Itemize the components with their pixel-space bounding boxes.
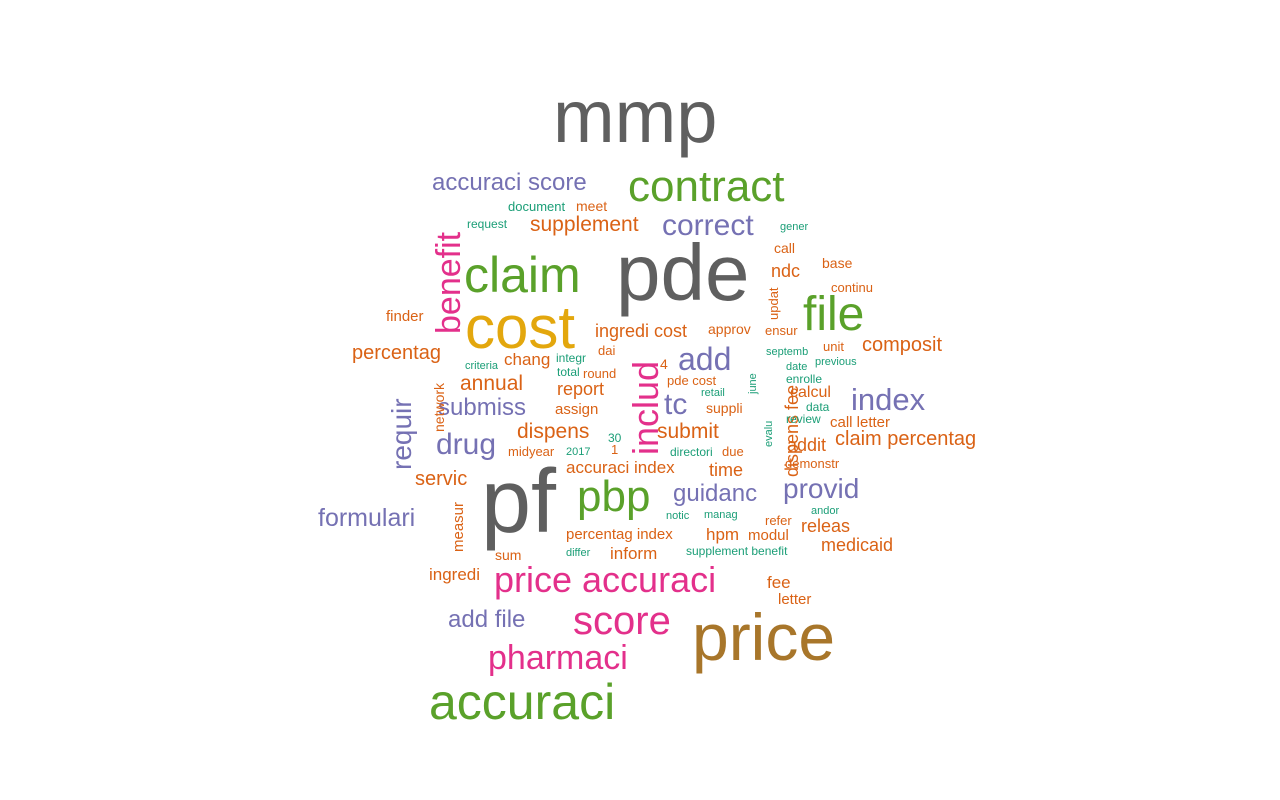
- word-call: call: [774, 240, 796, 256]
- word-add-file: add file: [448, 606, 526, 633]
- word-ensur: ensur: [765, 323, 798, 338]
- word-report: report: [557, 379, 605, 399]
- word-claim-percentag: claim percentag: [835, 428, 977, 450]
- word-approv: approv: [708, 321, 751, 337]
- word-gener: gener: [780, 221, 809, 233]
- word-score: score: [573, 599, 671, 643]
- word-accuraci: accuraci: [429, 674, 616, 730]
- word-network: network: [431, 382, 447, 432]
- word-pbp: pbp: [577, 472, 651, 521]
- word-round: round: [583, 366, 617, 381]
- word-accuraci-index: accuraci index: [566, 458, 675, 477]
- word-midyear: midyear: [508, 444, 555, 459]
- word-modul: modul: [748, 527, 789, 544]
- word-total: total: [557, 365, 580, 379]
- word-supplement: supplement: [530, 213, 639, 236]
- word-ingredi-cost: ingredi cost: [595, 321, 688, 341]
- word-index: index: [851, 382, 926, 417]
- word-dispens: dispens: [517, 420, 590, 443]
- word-cost: cost: [465, 294, 576, 361]
- word-chang: chang: [504, 350, 551, 369]
- word-medicaid: medicaid: [821, 535, 894, 555]
- word-contract: contract: [628, 162, 785, 211]
- word-review: review: [786, 412, 821, 426]
- word-formulari: formulari: [318, 504, 416, 532]
- word-pde: pde: [616, 228, 750, 317]
- word-price: price: [692, 600, 836, 674]
- word-percentag: percentag: [352, 342, 441, 364]
- word-pde-cost: pde cost: [667, 373, 717, 388]
- word-suppli: suppli: [706, 400, 743, 416]
- word-30: 30: [608, 431, 622, 445]
- word-refer: refer: [765, 513, 792, 528]
- word-call-letter: call letter: [830, 414, 891, 431]
- word-time: time: [709, 460, 744, 480]
- word-calcul: calcul: [790, 384, 831, 401]
- word-price-accuraci: price accuraci: [494, 559, 717, 600]
- word-guidanc: guidanc: [673, 480, 758, 507]
- word-releas: releas: [801, 516, 851, 536]
- word-sum: sum: [495, 547, 522, 563]
- word-directori: directori: [670, 445, 713, 459]
- word-differ: differ: [566, 547, 591, 559]
- word-2017: 2017: [566, 446, 591, 458]
- word-addit: addit: [787, 435, 827, 455]
- word-pf: pf: [481, 452, 557, 552]
- word-updat: updat: [766, 287, 781, 320]
- word-accuraci-score: accuraci score: [432, 169, 587, 196]
- word-benefit: benefit: [430, 231, 468, 334]
- word-ndc: ndc: [771, 261, 801, 281]
- word-manag: manag: [704, 509, 738, 521]
- word-inform: inform: [610, 544, 658, 563]
- word-previous: previous: [815, 356, 857, 368]
- word-supplement-benefit: supplement benefit: [686, 544, 788, 558]
- word-letter: letter: [778, 591, 812, 608]
- word-composit: composit: [862, 334, 943, 356]
- word-enrolle: enrolle: [786, 372, 823, 386]
- word-integr: integr: [556, 351, 587, 365]
- word-date: date: [786, 361, 808, 373]
- word-provid: provid: [783, 473, 860, 504]
- word-data: data: [806, 400, 830, 414]
- word-dai: dai: [598, 343, 616, 358]
- word-claim: claim: [464, 247, 581, 303]
- word-base: base: [822, 255, 853, 271]
- word-add: add: [678, 341, 732, 377]
- word-percentag-index: percentag index: [566, 526, 673, 543]
- word-measur: measur: [450, 501, 467, 552]
- word-june: june: [747, 373, 759, 394]
- word-andor: andor: [811, 505, 840, 517]
- word-drug: drug: [436, 428, 497, 461]
- word-ingredi: ingredi: [429, 565, 481, 584]
- word-retail: retail: [701, 387, 725, 399]
- word-criteria: criteria: [465, 360, 499, 372]
- word-notic: notic: [666, 510, 690, 522]
- word-due: due: [722, 444, 744, 459]
- word-4: 4: [660, 356, 668, 372]
- word-annual: annual: [460, 372, 524, 395]
- word-tc: tc: [664, 388, 688, 421]
- word-fee: fee: [767, 573, 791, 592]
- word-file: file: [803, 288, 865, 341]
- word-requir: requir: [386, 398, 417, 470]
- word-submit: submit: [657, 420, 719, 443]
- word-submiss: submiss: [438, 394, 527, 421]
- word-septemb: septemb: [766, 346, 809, 358]
- word-1: 1: [611, 442, 619, 457]
- word-mmp: mmp: [553, 75, 718, 158]
- word-demonstr: demonstr: [785, 456, 840, 471]
- word-request: request: [467, 217, 508, 231]
- word-hpm: hpm: [706, 525, 740, 544]
- word-servic: servic: [415, 468, 468, 490]
- word-pharmaci: pharmaci: [488, 639, 628, 677]
- word-document: document: [508, 199, 566, 214]
- word-unit: unit: [823, 339, 844, 354]
- word-finder: finder: [386, 308, 424, 325]
- word-continu: continu: [831, 280, 873, 295]
- word-meet: meet: [576, 198, 608, 214]
- word-assign: assign: [555, 401, 599, 418]
- word-correct: correct: [662, 209, 754, 242]
- word-evalu: evalu: [763, 420, 775, 447]
